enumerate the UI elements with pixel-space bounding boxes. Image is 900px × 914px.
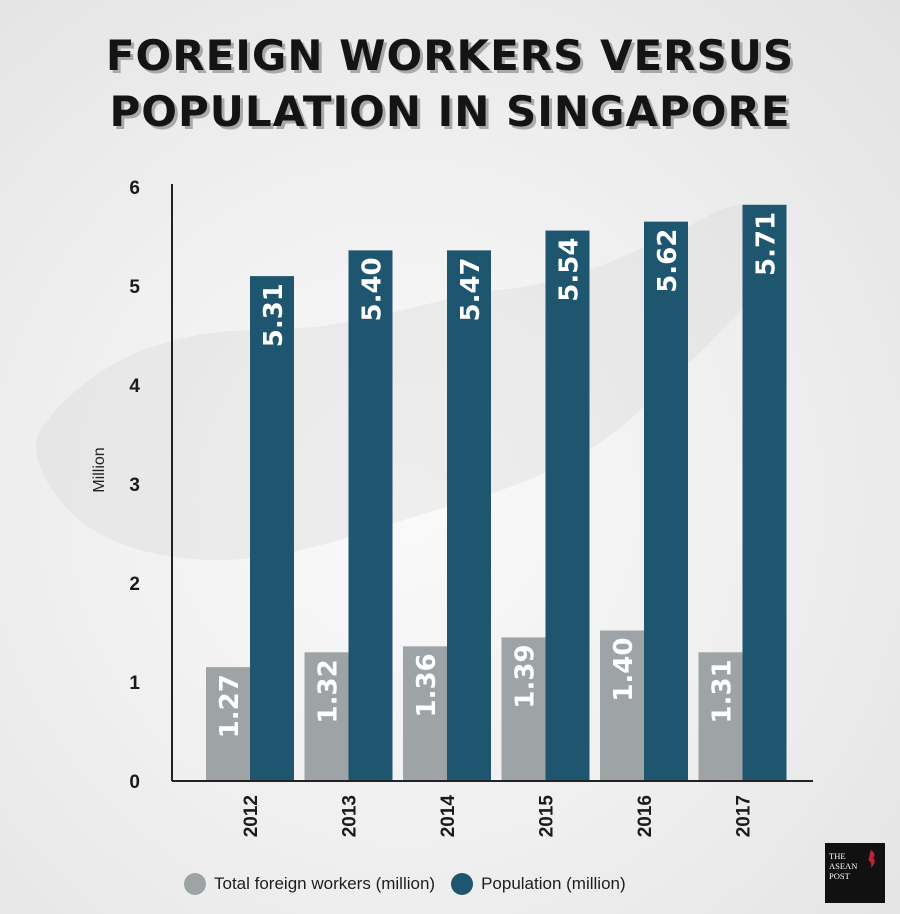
bar-value-label: 1.31 [708,659,738,723]
y-tick-label: 4 [129,376,140,397]
bar-value-label: 5.62 [653,229,683,293]
bar-population [742,204,787,781]
bar-workers [206,667,250,781]
bar-workers [698,652,743,781]
x-tick-label: 2012 [241,795,262,837]
y-axis-label: Million [91,447,108,492]
logo-line-1: THE [829,851,846,861]
x-tick-label: 2016 [635,795,656,837]
legend-item-workers: Total foreign workers (million) [184,873,435,895]
bird-icon [868,850,875,868]
bar-population [447,250,491,782]
bars: 1.27 5.31 1.32 5.40 1.36 5.47 1.39 5.54 1.40 5.62… [206,204,787,782]
legend-swatch-workers [184,873,206,895]
chart-title: FOREIGN WORKERS VERSUS POPULATION IN SIN… [0,28,900,140]
x-tick-label: 2017 [734,795,755,837]
legend-swatch-population [451,873,474,895]
bar-workers [403,646,447,781]
bar-value-label: 5.71 [752,212,782,276]
bar-value-label: 5.40 [358,257,388,321]
bar-value-label: 5.47 [456,257,486,321]
bar-population [348,250,393,782]
asean-post-logo: THE ASEAN POST [825,843,885,903]
legend-label-population: Population (million) [481,874,626,893]
y-tick-label: 3 [129,475,140,496]
legend-item-population: Population (million) [451,873,626,895]
bar-value-label: 1.27 [215,674,245,738]
bar-value-label: 5.31 [259,283,289,347]
background-map-shape [36,203,787,560]
y-tick-label: 1 [129,673,140,694]
x-tick-label: 2014 [438,795,459,838]
bar-value-label: 1.36 [412,653,442,717]
x-tick-label: 2015 [537,795,558,838]
y-axis: 0 1 2 3 4 5 6 [129,178,173,793]
bar-workers [501,637,546,781]
bar-population [644,221,688,781]
x-tick-label: 2013 [340,795,361,837]
logo-line-3: POST [829,871,850,881]
bar-value-label: 5.54 [555,238,585,302]
bar-value-label: 1.32 [314,659,344,723]
y-tick-label: 5 [129,277,140,298]
y-tick-label: 6 [129,178,140,199]
bar-population [545,230,590,781]
bar-value-label: 1.40 [609,638,639,702]
title-line-1: FOREIGN WORKERS VERSUS [105,31,795,80]
y-tick-label: 2 [129,574,140,595]
title-line-2: POPULATION IN SINGAPORE [109,87,791,136]
y-tick-label: 0 [129,772,140,793]
logo-line-2: ASEAN [829,861,858,871]
bar-population [250,276,294,781]
bar-workers [304,652,349,781]
chart-legend: Total foreign workers (million) Populati… [184,870,632,898]
x-axis: 2012 2013 2014 2015 2016 2017 [172,780,813,838]
bar-value-label: 1.39 [511,644,541,708]
legend-label-workers: Total foreign workers (million) [214,874,436,893]
bar-workers [600,630,644,781]
